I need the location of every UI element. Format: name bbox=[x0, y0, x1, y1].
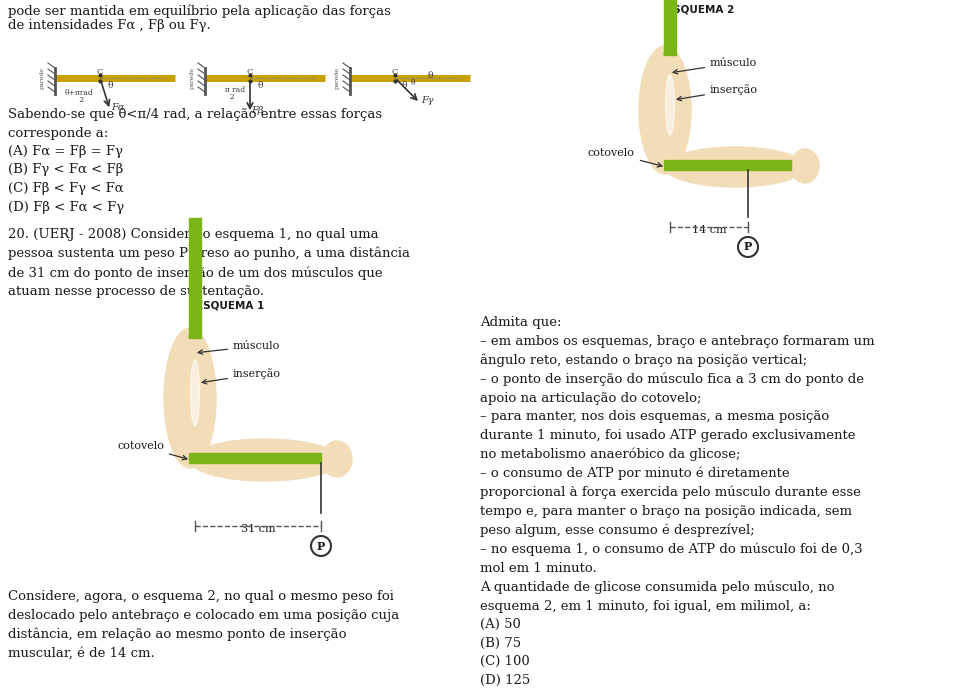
Text: Considere, agora, o esquema 2, no qual o mesmo peso foi
deslocado pelo antebraço: Considere, agora, o esquema 2, no qual o… bbox=[8, 590, 399, 659]
Text: θ: θ bbox=[257, 81, 262, 90]
Text: θ: θ bbox=[411, 79, 416, 87]
Ellipse shape bbox=[639, 46, 691, 174]
Ellipse shape bbox=[190, 360, 200, 426]
Ellipse shape bbox=[164, 328, 216, 468]
Text: parede: parede bbox=[335, 67, 340, 89]
Text: Fγ: Fγ bbox=[421, 96, 434, 105]
Ellipse shape bbox=[791, 149, 819, 183]
Text: músculo: músculo bbox=[198, 341, 280, 354]
Bar bbox=[189, 453, 321, 463]
Text: C: C bbox=[97, 68, 103, 76]
Polygon shape bbox=[189, 318, 201, 338]
Text: 31 cm: 31 cm bbox=[241, 524, 276, 534]
Text: parede: parede bbox=[40, 67, 45, 89]
Text: Sabendo-se que θ<π/4 rad, a relação entre essas forças
corresponde a:
(A) Fα = F: Sabendo-se que θ<π/4 rad, a relação entr… bbox=[8, 108, 382, 214]
Text: ESQUEMA 2: ESQUEMA 2 bbox=[666, 5, 734, 15]
Text: Fβ: Fβ bbox=[251, 106, 263, 115]
Text: de intensidades Fα , Fβ ou Fγ.: de intensidades Fα , Fβ ou Fγ. bbox=[8, 19, 211, 32]
Ellipse shape bbox=[190, 439, 340, 481]
Text: parede: parede bbox=[190, 67, 195, 89]
Text: θ: θ bbox=[402, 81, 407, 90]
Text: θ: θ bbox=[107, 81, 112, 90]
Polygon shape bbox=[664, 37, 676, 55]
Text: 2: 2 bbox=[65, 96, 84, 104]
Text: cotovelo: cotovelo bbox=[588, 148, 662, 167]
Text: 2: 2 bbox=[225, 93, 234, 101]
Text: C: C bbox=[392, 68, 398, 76]
Text: C: C bbox=[247, 68, 253, 76]
Text: 14 cm: 14 cm bbox=[692, 225, 727, 235]
Text: inserção: inserção bbox=[203, 369, 281, 384]
Bar bbox=[664, 0, 676, 55]
Text: cotovelo: cotovelo bbox=[117, 441, 187, 460]
Ellipse shape bbox=[322, 441, 352, 477]
Text: P: P bbox=[744, 242, 752, 252]
Bar bbox=[189, 218, 201, 338]
Circle shape bbox=[311, 536, 331, 556]
Ellipse shape bbox=[665, 147, 805, 187]
Text: θ: θ bbox=[428, 70, 434, 79]
Text: pode ser mantida em equilíbrio pela aplicação das forças: pode ser mantida em equilíbrio pela apli… bbox=[8, 5, 391, 19]
Text: músculo: músculo bbox=[673, 58, 757, 74]
Text: ESQUEMA 1: ESQUEMA 1 bbox=[196, 300, 264, 310]
Circle shape bbox=[738, 237, 758, 257]
Text: θ+πrad: θ+πrad bbox=[65, 89, 94, 97]
Text: inserção: inserção bbox=[677, 85, 758, 101]
Text: 20. (UERJ - 2008) Considere o esquema 1, no qual uma
pessoa sustenta um peso P p: 20. (UERJ - 2008) Considere o esquema 1,… bbox=[8, 228, 410, 298]
Text: π rad: π rad bbox=[225, 86, 245, 94]
Text: Admita que:
– em ambos os esquemas, braço e antebraço formaram um
ângulo reto, e: Admita que: – em ambos os esquemas, braç… bbox=[480, 316, 875, 687]
Text: P: P bbox=[317, 540, 325, 551]
Bar bbox=[664, 160, 791, 170]
Ellipse shape bbox=[665, 74, 675, 135]
Text: Fα: Fα bbox=[111, 103, 125, 112]
